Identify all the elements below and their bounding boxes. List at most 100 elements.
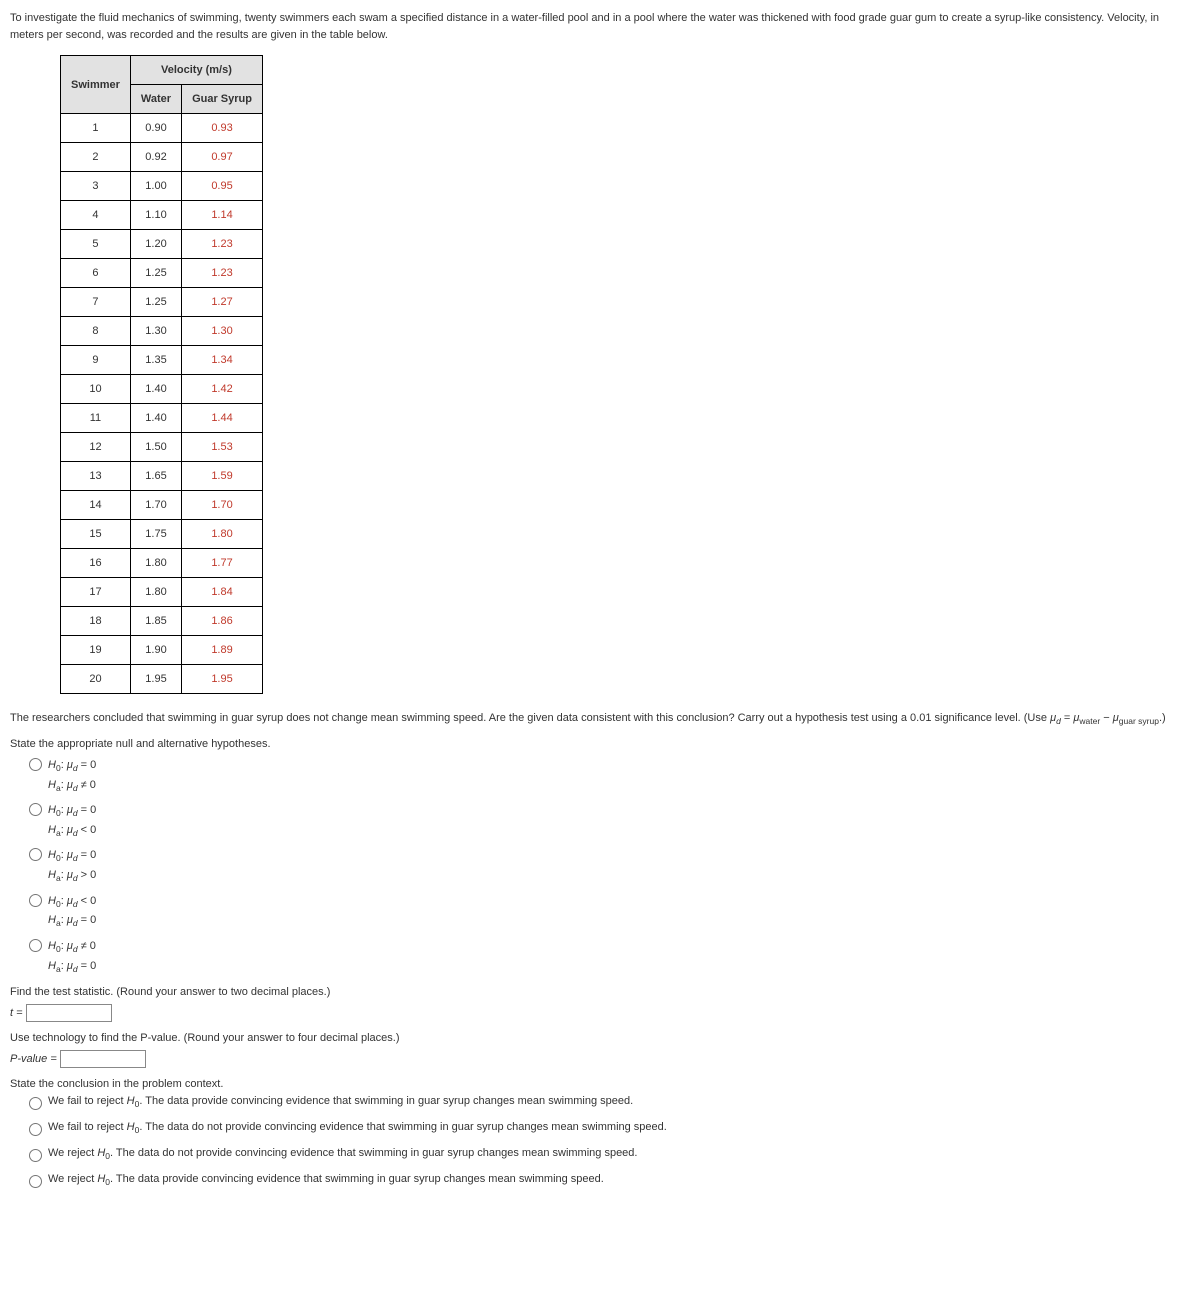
cell-water: 1.40: [130, 404, 181, 433]
cell-swimmer: 3: [61, 172, 131, 201]
conclusion-option: We reject H0. The data do not provide co…: [24, 1146, 1190, 1162]
hypothesis-radio[interactable]: [29, 758, 42, 771]
find-test-label: Find the test statistic. (Round your ans…: [10, 986, 1190, 998]
cell-water: 1.75: [130, 520, 181, 549]
conclusion-radio[interactable]: [29, 1123, 42, 1136]
hypothesis-text: H0: μd = 0Ha: μd < 0: [48, 801, 96, 840]
table-row: 201.951.95: [61, 665, 263, 694]
cell-swimmer: 6: [61, 259, 131, 288]
header-syrup: Guar Syrup: [182, 85, 263, 114]
hypothesis-option: H0: μd = 0Ha: μd > 0: [24, 846, 1190, 885]
cell-swimmer: 8: [61, 317, 131, 346]
hypothesis-option: H0: μd < 0Ha: μd = 0: [24, 892, 1190, 931]
cell-syrup: 1.27: [182, 288, 263, 317]
cell-swimmer: 19: [61, 636, 131, 665]
cell-syrup: 0.97: [182, 143, 263, 172]
p-input[interactable]: [60, 1050, 146, 1068]
table-row: 171.801.84: [61, 578, 263, 607]
cell-water: 1.25: [130, 259, 181, 288]
conclusion-option: We reject H0. The data provide convincin…: [24, 1172, 1190, 1188]
cell-syrup: 1.95: [182, 665, 263, 694]
hypothesis-radio[interactable]: [29, 848, 42, 861]
cell-syrup: 1.77: [182, 549, 263, 578]
hypothesis-text: H0: μd < 0Ha: μd = 0: [48, 892, 96, 931]
cell-syrup: 1.86: [182, 607, 263, 636]
cell-swimmer: 1: [61, 114, 131, 143]
cell-swimmer: 15: [61, 520, 131, 549]
cell-swimmer: 9: [61, 346, 131, 375]
cell-syrup: 1.59: [182, 462, 263, 491]
cell-water: 1.00: [130, 172, 181, 201]
cell-syrup: 1.53: [182, 433, 263, 462]
cell-syrup: 1.89: [182, 636, 263, 665]
conclusion-text: We reject H0. The data provide convincin…: [48, 1173, 604, 1187]
cell-swimmer: 4: [61, 201, 131, 230]
header-velocity: Velocity (m/s): [130, 56, 262, 85]
cell-syrup: 1.80: [182, 520, 263, 549]
table-row: 41.101.14: [61, 201, 263, 230]
t-row: t =: [10, 1004, 1190, 1022]
cell-syrup: 1.30: [182, 317, 263, 346]
hypothesis-option: H0: μd = 0Ha: μd ≠ 0: [24, 756, 1190, 795]
cell-water: 1.20: [130, 230, 181, 259]
hypothesis-text: H0: μd ≠ 0Ha: μd = 0: [48, 937, 96, 976]
cell-syrup: 1.44: [182, 404, 263, 433]
conclusion-radio[interactable]: [29, 1149, 42, 1162]
t-label: t =: [10, 1007, 23, 1019]
table-row: 111.401.44: [61, 404, 263, 433]
table-row: 101.401.42: [61, 375, 263, 404]
cell-syrup: 0.95: [182, 172, 263, 201]
table-row: 131.651.59: [61, 462, 263, 491]
hypothesis-radio[interactable]: [29, 939, 42, 952]
conclusion-radio[interactable]: [29, 1097, 42, 1110]
hypothesis-radio[interactable]: [29, 803, 42, 816]
cell-swimmer: 11: [61, 404, 131, 433]
t-input[interactable]: [26, 1004, 112, 1022]
cell-swimmer: 17: [61, 578, 131, 607]
cell-water: 1.85: [130, 607, 181, 636]
cell-water: 1.35: [130, 346, 181, 375]
table-row: 10.900.93: [61, 114, 263, 143]
hypothesis-option: H0: μd ≠ 0Ha: μd = 0: [24, 937, 1190, 976]
cell-swimmer: 10: [61, 375, 131, 404]
conclusion-text: We reject H0. The data do not provide co…: [48, 1147, 637, 1161]
p-row: P-value =: [10, 1050, 1190, 1068]
conclusion-radio[interactable]: [29, 1175, 42, 1188]
hypothesis-options: H0: μd = 0Ha: μd ≠ 0 H0: μd = 0Ha: μd < 0…: [24, 756, 1190, 976]
cell-water: 1.25: [130, 288, 181, 317]
table-row: 181.851.86: [61, 607, 263, 636]
table-row: 91.351.34: [61, 346, 263, 375]
cell-water: 1.90: [130, 636, 181, 665]
table-row: 61.251.23: [61, 259, 263, 288]
cell-water: 1.30: [130, 317, 181, 346]
hypothesis-radio[interactable]: [29, 894, 42, 907]
cell-water: 0.92: [130, 143, 181, 172]
state-conclusion-label: State the conclusion in the problem cont…: [10, 1078, 1190, 1090]
table-row: 151.751.80: [61, 520, 263, 549]
cell-water: 1.95: [130, 665, 181, 694]
cell-swimmer: 20: [61, 665, 131, 694]
conclusion-option: We fail to reject H0. The data do not pr…: [24, 1120, 1190, 1136]
header-swimmer: Swimmer: [61, 56, 131, 114]
header-water: Water: [130, 85, 181, 114]
table-row: 81.301.30: [61, 317, 263, 346]
conclusion-options: We fail to reject H0. The data provide c…: [24, 1094, 1190, 1188]
state-hypotheses-label: State the appropriate null and alternati…: [10, 738, 1190, 750]
cell-swimmer: 12: [61, 433, 131, 462]
cell-water: 1.40: [130, 375, 181, 404]
table-row: 161.801.77: [61, 549, 263, 578]
cell-syrup: 1.23: [182, 230, 263, 259]
table-row: 191.901.89: [61, 636, 263, 665]
cell-water: 1.50: [130, 433, 181, 462]
table-row: 31.000.95: [61, 172, 263, 201]
cell-swimmer: 7: [61, 288, 131, 317]
cell-syrup: 1.42: [182, 375, 263, 404]
cell-water: 1.65: [130, 462, 181, 491]
cell-swimmer: 2: [61, 143, 131, 172]
velocity-table: Swimmer Velocity (m/s) Water Guar Syrup …: [60, 55, 263, 694]
cell-syrup: 1.84: [182, 578, 263, 607]
hypothesis-text: H0: μd = 0Ha: μd > 0: [48, 846, 96, 885]
intro-text: To investigate the fluid mechanics of sw…: [10, 10, 1190, 43]
cell-syrup: 1.70: [182, 491, 263, 520]
cell-water: 0.90: [130, 114, 181, 143]
